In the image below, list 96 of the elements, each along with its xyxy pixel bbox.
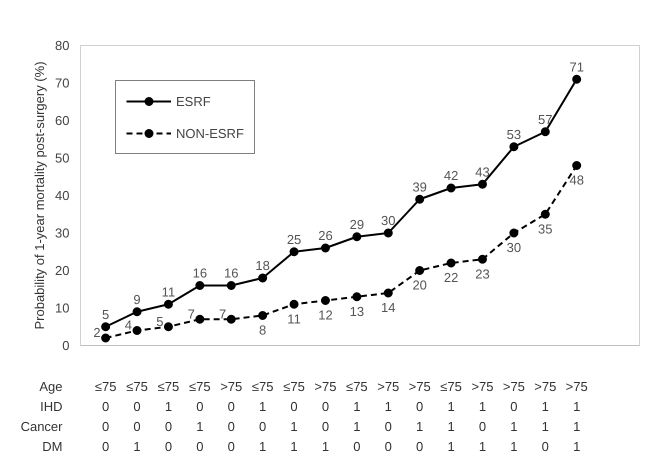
x-tick-label: >75	[566, 379, 588, 394]
point	[101, 322, 110, 332]
data-label: 48	[569, 172, 584, 188]
data-label: 30	[506, 240, 522, 255]
y-tick-label: 30	[55, 226, 70, 240]
x-tick-label: ≤75	[126, 379, 148, 394]
point	[446, 184, 456, 192]
point	[352, 232, 362, 242]
data-label: 5	[156, 314, 164, 329]
point	[540, 210, 550, 219]
data-label: 16	[192, 266, 208, 280]
y-axis-title: Probability of 1-year mortality post-surgery (%)	[32, 61, 48, 330]
point	[164, 322, 173, 332]
data-label: 23	[475, 266, 490, 282]
text: Age	[39, 379, 63, 394]
point	[101, 334, 110, 342]
x-tick-label: >75	[502, 379, 525, 394]
data-label: 4	[124, 318, 132, 332]
x-tick-label: ≤75	[440, 379, 462, 394]
point	[384, 288, 393, 298]
data-label: 22	[444, 270, 458, 285]
point	[320, 296, 330, 305]
data-label: 42	[444, 168, 458, 183]
point	[164, 300, 173, 309]
legend-label: NON-ESRF	[176, 126, 244, 140]
data-label: 57	[538, 112, 553, 127]
x-tick-label: ≤75	[94, 379, 116, 394]
data-label: 20	[412, 278, 427, 292]
data-label: 18	[255, 258, 270, 273]
legend-label: ESRF	[176, 94, 211, 108]
point	[132, 326, 142, 335]
y-tick-label: 70	[55, 76, 70, 90]
point	[195, 314, 204, 324]
data-label: 7	[219, 306, 226, 322]
data-label: 9	[133, 292, 141, 307]
x-tick-label: >75	[471, 379, 494, 394]
point	[572, 161, 582, 170]
data-label: 35	[538, 221, 553, 236]
data-label: 11	[287, 311, 301, 326]
x-tick-label: >75	[377, 379, 400, 394]
data-label: 26	[318, 228, 333, 243]
data-label: 8	[259, 322, 266, 338]
point	[446, 258, 456, 268]
point	[290, 247, 299, 256]
y-tick-label: 20	[55, 263, 70, 278]
x-tick-label: ≤75	[158, 379, 180, 394]
y-tick-label: 0	[62, 338, 70, 353]
text: DM 0 1 0 0 0 1 1 1 0 0 0 1 1 1 0 1	[42, 439, 580, 454]
point	[290, 300, 299, 309]
point	[258, 311, 268, 320]
point	[509, 142, 518, 152]
data-label: 53	[506, 126, 522, 142]
x-tick-label: >75	[220, 379, 242, 394]
data-label: 29	[350, 216, 364, 232]
data-label: 7	[188, 306, 195, 322]
point	[509, 228, 518, 238]
point	[195, 281, 204, 290]
data-label: 11	[162, 284, 176, 300]
data-label: 25	[286, 232, 302, 247]
point	[415, 194, 424, 204]
point	[384, 228, 393, 238]
data-label: 16	[224, 266, 238, 280]
point	[226, 281, 236, 290]
data-label: 71	[569, 59, 584, 74]
data-label: 2	[93, 325, 101, 340]
x-tick-label: ≤75	[283, 379, 305, 394]
text: IHD 0 0 1 0 0 1 0 0 1 1 0 1 1 0 1 1	[40, 399, 580, 414]
data-label: 39	[412, 179, 427, 194]
x-tick-label: >75	[408, 379, 431, 394]
data-label: 12	[318, 308, 333, 322]
point	[352, 292, 362, 302]
point	[132, 307, 142, 316]
data-label: 14	[381, 300, 396, 315]
y-tick-label: 60	[55, 113, 70, 128]
point	[226, 314, 236, 324]
point	[478, 254, 487, 264]
y-tick-label: 80	[55, 38, 70, 53]
point	[572, 74, 582, 84]
y-tick-label: 40	[55, 188, 70, 203]
point	[415, 266, 424, 275]
y-tick-label: 50	[55, 150, 70, 166]
data-label: 13	[350, 304, 364, 319]
data-label: 30	[381, 213, 396, 228]
x-tick-label: ≤75	[189, 379, 211, 394]
point	[540, 127, 550, 136]
x-tick-label: ≤75	[346, 379, 368, 394]
text: Cancer 0 0 0 1 0 0 1 0 1 0 1 1 0 1 1 1	[20, 419, 580, 434]
y-tick-label: 10	[55, 300, 70, 316]
x-tick-label: ≤75	[252, 379, 274, 394]
data-label: 43	[475, 164, 490, 180]
point	[258, 274, 268, 282]
x-tick-label: >75	[314, 379, 336, 394]
point	[320, 244, 330, 252]
x-tick-label: >75	[534, 379, 556, 394]
data-label: 5	[102, 306, 110, 322]
point	[478, 180, 487, 189]
